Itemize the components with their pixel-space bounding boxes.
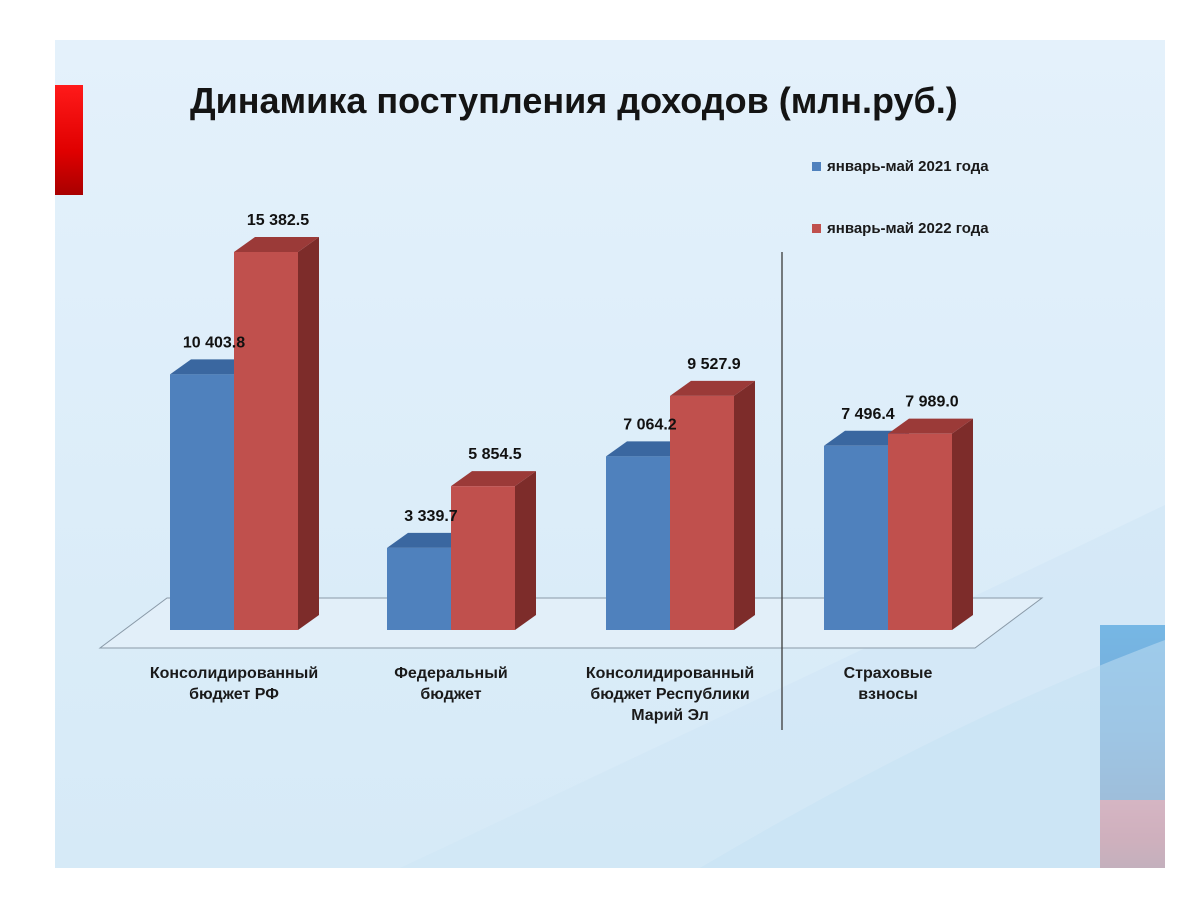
bar-side (298, 237, 319, 630)
bar-top (170, 359, 255, 375)
category-label-line: взносы (858, 686, 918, 703)
bar-front (387, 547, 451, 630)
category-label-line: бюджет РФ (189, 686, 279, 703)
category-label-line: бюджет Республики (590, 686, 749, 703)
category-label-line: Консолидированный (150, 665, 318, 682)
bar-top (234, 237, 319, 252)
chart-floor (98, 597, 1044, 649)
bar-2022-cat-1 (451, 471, 536, 630)
bar-top (824, 430, 909, 446)
category-labels-group: Консолидированный бюджет РФ Федеральный бюд… (150, 665, 933, 724)
legend-label-2021: январь-май 2021 года (827, 158, 989, 175)
value-label-2021-cat-3: 7 496.4 (841, 406, 894, 423)
bars-group (170, 237, 973, 630)
value-labels-group: 10 403.8 15 382.5 3 339.7 5 854.5 7 064.2 9 5… (183, 212, 959, 525)
legend-swatch-2021 (812, 162, 821, 171)
bar-2022-cat-2 (670, 380, 755, 630)
category-label-3: Страховые взносы (844, 665, 933, 703)
bar-top (606, 441, 691, 457)
value-label-2022-cat-1: 5 854.5 (468, 446, 521, 463)
category-label-line: Марий Эл (631, 707, 708, 724)
bar-top (387, 532, 472, 548)
category-label-1: Федеральный бюджет (394, 665, 507, 703)
bar-side (515, 471, 536, 630)
bar-top (670, 380, 755, 396)
background-swoosh-2 (700, 640, 1165, 868)
bar-front (170, 374, 234, 630)
value-label-2022-cat-0: 15 382.5 (247, 212, 309, 229)
bar-front (234, 252, 298, 630)
category-label-line: Федеральный (394, 665, 507, 682)
value-label-2021-cat-0: 10 403.8 (183, 334, 245, 351)
legend-swatch-2022 (812, 224, 821, 233)
value-label-2021-cat-1: 3 339.7 (404, 508, 457, 525)
value-label-2021-cat-2: 7 064.2 (623, 416, 676, 433)
bar-front (670, 395, 734, 630)
bar-side (952, 418, 973, 630)
legend-label-2022: январь-май 2022 года (827, 220, 989, 237)
bar-front (888, 433, 952, 630)
bar-front (606, 456, 670, 630)
category-label-0: Консолидированный бюджет РФ (150, 665, 318, 703)
value-label-2022-cat-2: 9 527.9 (687, 356, 740, 373)
bar-front (451, 486, 515, 630)
bar-top (888, 418, 973, 434)
bar-front (824, 445, 888, 630)
legend-item-2021: январь-май 2021 года (812, 158, 989, 175)
bar-2022-cat-0 (234, 237, 319, 630)
red-accent-tab (55, 85, 83, 195)
chart-title: Динамика поступления доходов (млн.руб.) (190, 80, 958, 121)
legend-item-2022: январь-май 2022 года (812, 220, 989, 237)
value-label-2022-cat-3: 7 989.0 (905, 394, 958, 411)
category-label-line: Страховые (844, 665, 933, 682)
bar-top (451, 471, 536, 487)
category-label-line: бюджет (420, 686, 481, 703)
category-label-line: Консолидированный (586, 665, 754, 682)
category-label-2: Консолидированный бюджет Республики Марий … (586, 665, 754, 724)
bar-2022-cat-3 (888, 418, 973, 630)
bar-side (734, 380, 755, 630)
